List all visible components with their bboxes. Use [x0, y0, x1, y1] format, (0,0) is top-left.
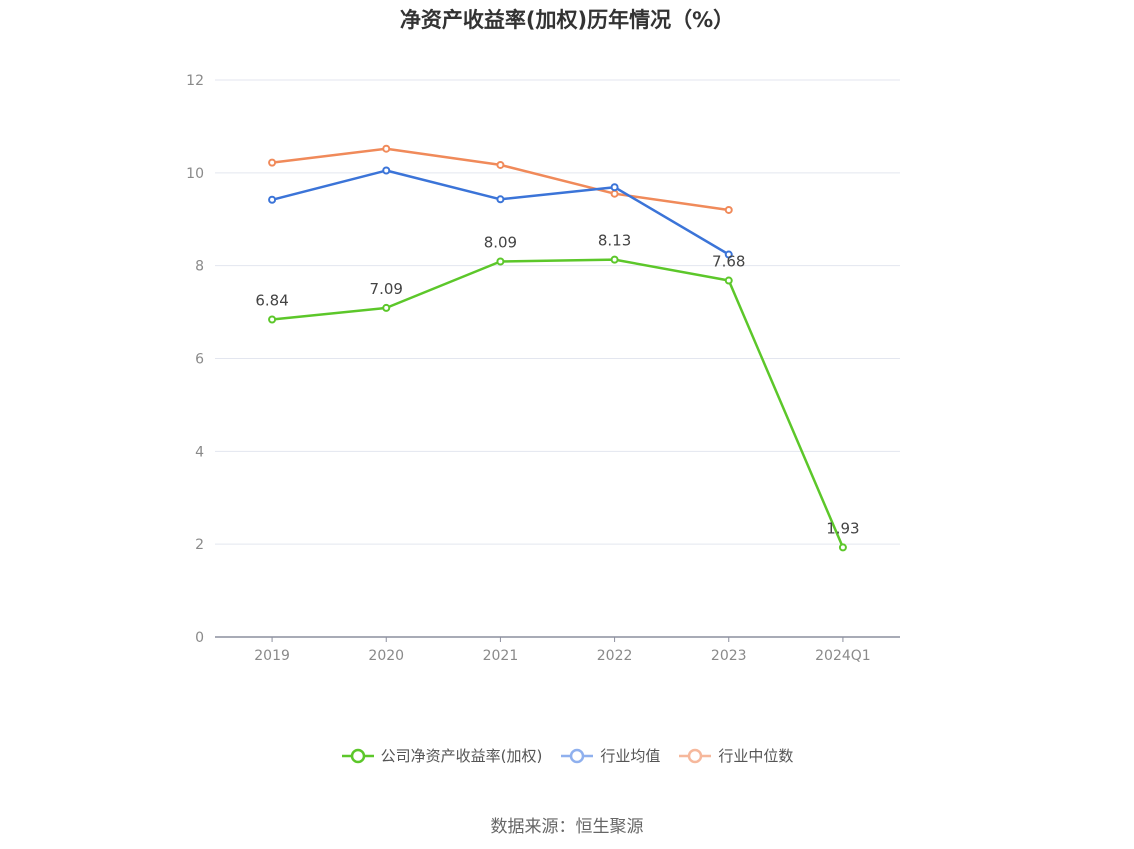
x-tick-label: 2021 [483, 648, 519, 664]
y-tick-label: 4 [195, 444, 204, 460]
data-label: 1.93 [826, 519, 859, 537]
legend-label-industry-mean: 行业均值 [600, 747, 661, 765]
data-point[interactable] [268, 195, 277, 204]
legend-item-company[interactable]: 公司净资产收益率(加权) [341, 745, 543, 766]
data-point[interactable] [268, 158, 277, 167]
y-tick-label: 2 [195, 537, 204, 553]
y-tick-label: 0 [195, 630, 204, 646]
x-tick-label: 2024Q1 [815, 648, 871, 664]
data-point[interactable] [382, 144, 391, 153]
data-point[interactable] [724, 276, 733, 285]
x-tick-label: 2020 [368, 648, 404, 664]
data-point[interactable] [382, 303, 391, 312]
data-point[interactable] [724, 205, 733, 214]
y-tick-label: 8 [195, 259, 204, 275]
data-label: 7.68 [712, 253, 745, 271]
legend-swatch-icon [341, 748, 374, 763]
data-labels: 6.84 7.09 8.09 8.13 7.68 1.93 [255, 232, 859, 538]
data-label: 7.09 [370, 280, 403, 298]
data-point[interactable] [610, 189, 619, 198]
data-label: 6.84 [255, 292, 288, 310]
legend-item-industry-mean[interactable]: 行业均值 [560, 745, 660, 766]
legend: 公司净资产收益率(加权) 行业均值 行业中位数 [0, 745, 1134, 766]
data-point[interactable] [382, 166, 391, 175]
x-tick-label: 2019 [254, 648, 290, 664]
series-line-0 [271, 258, 845, 548]
legend-label-industry-median: 行业中位数 [718, 747, 794, 765]
data-point[interactable] [496, 160, 505, 169]
data-point[interactable] [610, 255, 619, 264]
data-source: 数据来源：恒生聚源 [490, 817, 644, 837]
legend-item-industry-median[interactable]: 行业中位数 [678, 745, 793, 766]
data-point[interactable] [724, 250, 733, 259]
axes: 0 2 4 6 8 10 12 2019 2020 2021 2022 2023 2024Q1 [186, 73, 900, 664]
series-lines [268, 144, 847, 552]
data-point[interactable] [838, 543, 847, 552]
y-tick-label: 10 [186, 166, 204, 182]
legend-swatch-icon [679, 748, 712, 763]
legend-label-company: 公司净资产收益率(加权) [380, 747, 543, 765]
x-tick-label: 2023 [711, 648, 747, 664]
y-tick-label: 12 [186, 73, 204, 89]
grid [215, 79, 900, 545]
data-point[interactable] [496, 195, 505, 204]
chart-title: 净资产收益率(加权)历年情况（%） [399, 8, 735, 32]
data-label: 8.09 [484, 233, 517, 251]
data-point[interactable] [496, 257, 505, 266]
x-tick-label: 2022 [597, 648, 633, 664]
data-point[interactable] [610, 183, 619, 192]
y-tick-label: 6 [195, 352, 204, 368]
data-point[interactable] [268, 315, 277, 324]
data-label: 8.13 [598, 232, 631, 250]
legend-swatch-icon [561, 748, 594, 763]
